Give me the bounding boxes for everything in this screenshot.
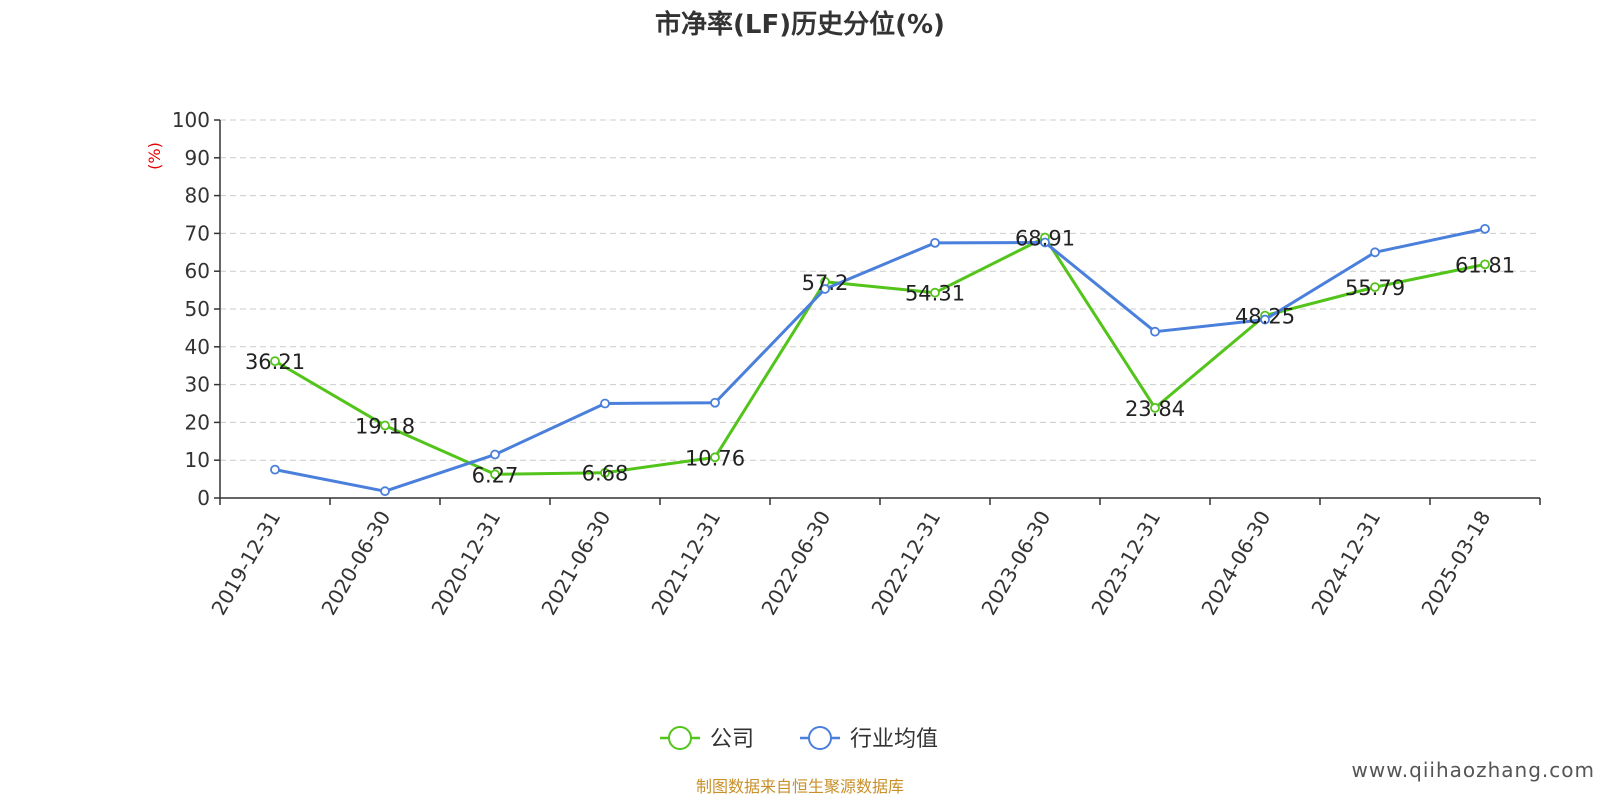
series-line-2 [274, 227, 1486, 493]
data-point [1040, 237, 1050, 248]
data-point [1480, 259, 1490, 270]
data-point [270, 464, 280, 475]
legend-label: 公司 [710, 727, 754, 752]
data-point [600, 398, 610, 409]
y-tick-label: 70 [185, 221, 210, 245]
source-note: 制图数据来自恒生聚源数据库 [696, 777, 904, 796]
data-label: 36.21 [245, 350, 305, 374]
data-label: 68.91 [1015, 227, 1075, 251]
x-tick-label: 2019-12-31 [206, 507, 285, 620]
axes: 0 10 20 30 40 50 60 70 80 90 100 2019-12-31 2020-06-… [172, 108, 1541, 620]
data-point [380, 420, 390, 431]
y-axis-label: (%) [145, 142, 164, 170]
data-point [490, 469, 500, 480]
x-tick-label: 2020-12-31 [426, 507, 505, 620]
x-tick-label: 2020-06-30 [316, 507, 395, 620]
legend-label: 行业均值 [850, 727, 938, 752]
data-point [270, 356, 280, 367]
data-point [600, 467, 610, 478]
data-labels: 36.21 19.18 6.27 6.68 10.76 57.2 54.31 68.91 23.… [245, 227, 1515, 488]
y-tick-label: 90 [185, 146, 210, 170]
data-label: 19.18 [355, 414, 415, 438]
data-point [710, 452, 720, 463]
data-label: 48.25 [1235, 305, 1295, 329]
data-point [820, 284, 830, 294]
y-tick-label: 30 [185, 373, 210, 397]
data-point [930, 237, 940, 248]
data-point [380, 486, 390, 497]
data-point [1150, 402, 1160, 413]
x-tick-label: 2023-06-30 [976, 507, 1055, 620]
data-point [1370, 282, 1380, 293]
legend[interactable]: 公司 行业均值 [660, 726, 938, 752]
data-point [930, 287, 940, 298]
series-lines [270, 223, 1490, 497]
y-tick-label: 0 [197, 486, 210, 510]
legend-item-2[interactable]: 行业均值 [800, 726, 938, 752]
data-label: 55.79 [1345, 276, 1405, 300]
y-tick-label: 100 [172, 108, 210, 132]
y-tick-label: 40 [185, 335, 210, 359]
x-tick-label: 2024-06-30 [1196, 507, 1275, 620]
x-tick-label: 2021-12-31 [646, 507, 725, 620]
data-label: 57.2 [802, 271, 849, 295]
y-tick-label: 50 [185, 297, 210, 321]
legend-item-1[interactable]: 公司 [660, 726, 754, 752]
grid-lines [220, 119, 1540, 461]
data-point [490, 449, 500, 460]
x-tick-label: 2023-12-31 [1086, 507, 1165, 620]
legend-marker-icon [668, 726, 692, 750]
y-tick-label: 60 [185, 259, 210, 283]
x-tick-label: 2022-12-31 [866, 507, 945, 620]
x-tick-label: 2024-12-31 [1306, 507, 1385, 620]
data-label: 23.84 [1125, 397, 1185, 421]
data-label: 61.81 [1455, 253, 1515, 277]
data-point [710, 397, 720, 408]
watermark: www.qiihaozhang.com [1352, 758, 1595, 782]
data-point [1480, 223, 1490, 234]
data-point [1370, 247, 1380, 258]
x-tick-label: 2021-06-30 [536, 507, 615, 620]
data-point [1260, 314, 1270, 325]
series-line-1 [274, 236, 1486, 476]
data-label: 6.68 [582, 462, 629, 486]
data-label: 6.27 [472, 463, 519, 487]
y-tick-label: 20 [185, 410, 210, 434]
data-label: 54.31 [905, 282, 965, 306]
x-tick-label: 2025-03-18 [1416, 507, 1495, 620]
chart-title: 市净率(LF)历史分位(%) [655, 9, 945, 40]
x-tick-label: 2022-06-30 [756, 507, 835, 620]
y-tick-label: 10 [185, 448, 210, 472]
legend-marker-icon [808, 726, 832, 750]
data-label: 10.76 [685, 446, 745, 470]
y-tick-label: 80 [185, 184, 210, 208]
data-point [1150, 326, 1160, 337]
